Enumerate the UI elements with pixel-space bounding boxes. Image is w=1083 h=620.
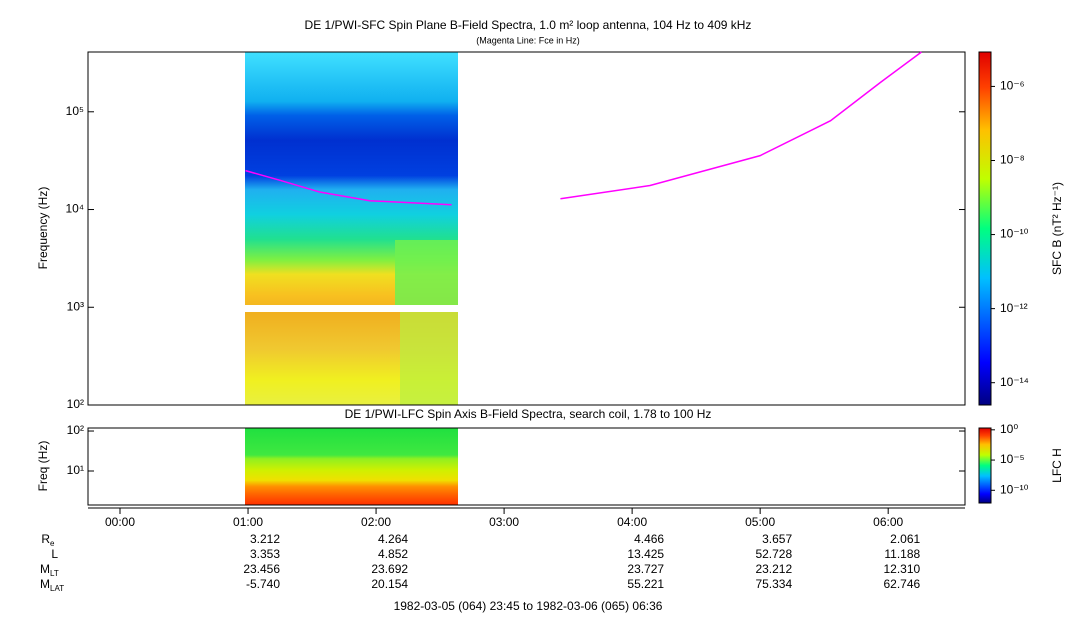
ephemeris-label: R <box>41 532 50 546</box>
chart-subtitle: (Magenta Line: Fce in Hz) <box>476 35 580 45</box>
ephemeris-value: 62.746 <box>883 577 920 591</box>
colorbar-tick-label: 10⁻¹⁴ <box>1000 375 1029 389</box>
ephemeris-value: 3.353 <box>250 547 280 561</box>
y-tick-label: 10² <box>67 423 84 437</box>
ephemeris-value: 4.852 <box>378 547 408 561</box>
ephemeris-value: -5.740 <box>246 577 280 591</box>
x-tick-label: 04:00 <box>617 515 647 529</box>
footer: 1982-03-05 (064) 23:45 to 1982-03-06 (06… <box>394 599 663 613</box>
ephemeris-value: 23.692 <box>371 562 408 576</box>
x-tick-label: 06:00 <box>873 515 903 529</box>
plot-frame <box>87 427 966 506</box>
colorbar-label: LFC H <box>1050 448 1064 483</box>
x-tick-label: 00:00 <box>105 515 135 529</box>
ephemeris-value: 3.657 <box>762 532 792 546</box>
colorbar <box>978 427 992 504</box>
ephemeris-label-sub: LAT <box>50 584 64 593</box>
ephemeris-label: M <box>40 562 50 576</box>
ephemeris-value: 2.061 <box>890 532 920 546</box>
colorbar <box>978 51 992 406</box>
panel-title: DE 1/PWI-LFC Spin Axis B-Field Spectra, … <box>345 407 712 421</box>
ephemeris-label-sub: LT <box>50 569 59 578</box>
spectrogram-image <box>245 52 458 505</box>
y-axis-label: Frequency (Hz) <box>36 187 50 270</box>
x-tick-label: 05:00 <box>745 515 775 529</box>
y-tick-label: 10¹ <box>67 463 84 477</box>
colorbar-tick-label: 10⁻¹⁰ <box>1000 227 1029 241</box>
ephemeris-value: 23.212 <box>755 562 792 576</box>
ephemeris-value: 52.728 <box>755 547 792 561</box>
colorbar-tick-label: 10⁻⁶ <box>1000 79 1025 93</box>
ephemeris-label-sub: e <box>50 539 55 548</box>
y-tick-label: 10³ <box>67 299 84 313</box>
chart-title: DE 1/PWI-SFC Spin Plane B-Field Spectra,… <box>305 18 752 32</box>
y-axis-label: Freq (Hz) <box>36 441 50 492</box>
x-tick-label: 01:00 <box>233 515 263 529</box>
ephemeris-value: 23.456 <box>243 562 280 576</box>
y-tick-label: 10² <box>67 397 84 411</box>
colorbar-tick-label: 10⁻¹⁰ <box>1000 482 1029 496</box>
x-tick-label: 03:00 <box>489 515 519 529</box>
ephemeris-value: 13.425 <box>627 547 664 561</box>
x-tick-label: 02:00 <box>361 515 391 529</box>
plot-frame <box>87 51 966 406</box>
ephemeris-value: 11.188 <box>884 547 920 561</box>
y-tick-label: 10⁵ <box>66 104 84 118</box>
fce-line <box>245 51 922 206</box>
ephemeris-value: 75.334 <box>755 577 792 591</box>
colorbar-label: SFC B (nT² Hz⁻¹) <box>1050 182 1064 275</box>
ephemeris-value: 55.221 <box>627 577 664 591</box>
ephemeris-value: 4.466 <box>634 532 664 546</box>
ephemeris-label: L <box>51 547 58 561</box>
colorbar-tick-label: 10⁻¹² <box>1000 301 1028 315</box>
colorbar-tick-label: 10⁻⁵ <box>1000 452 1025 466</box>
ephemeris-value: 4.264 <box>378 532 408 546</box>
ephemeris-value: 3.212 <box>250 532 280 546</box>
colorbar-tick-label: 10⁰ <box>1000 422 1018 436</box>
ephemeris-value: 20.154 <box>371 577 408 591</box>
ephemeris-label: M <box>40 577 50 591</box>
ephemeris-value: 23.727 <box>627 562 664 576</box>
ephemeris-value: 12.310 <box>883 562 920 576</box>
y-tick-label: 10⁴ <box>65 202 84 216</box>
colorbar-tick-label: 10⁻⁸ <box>1000 153 1025 167</box>
